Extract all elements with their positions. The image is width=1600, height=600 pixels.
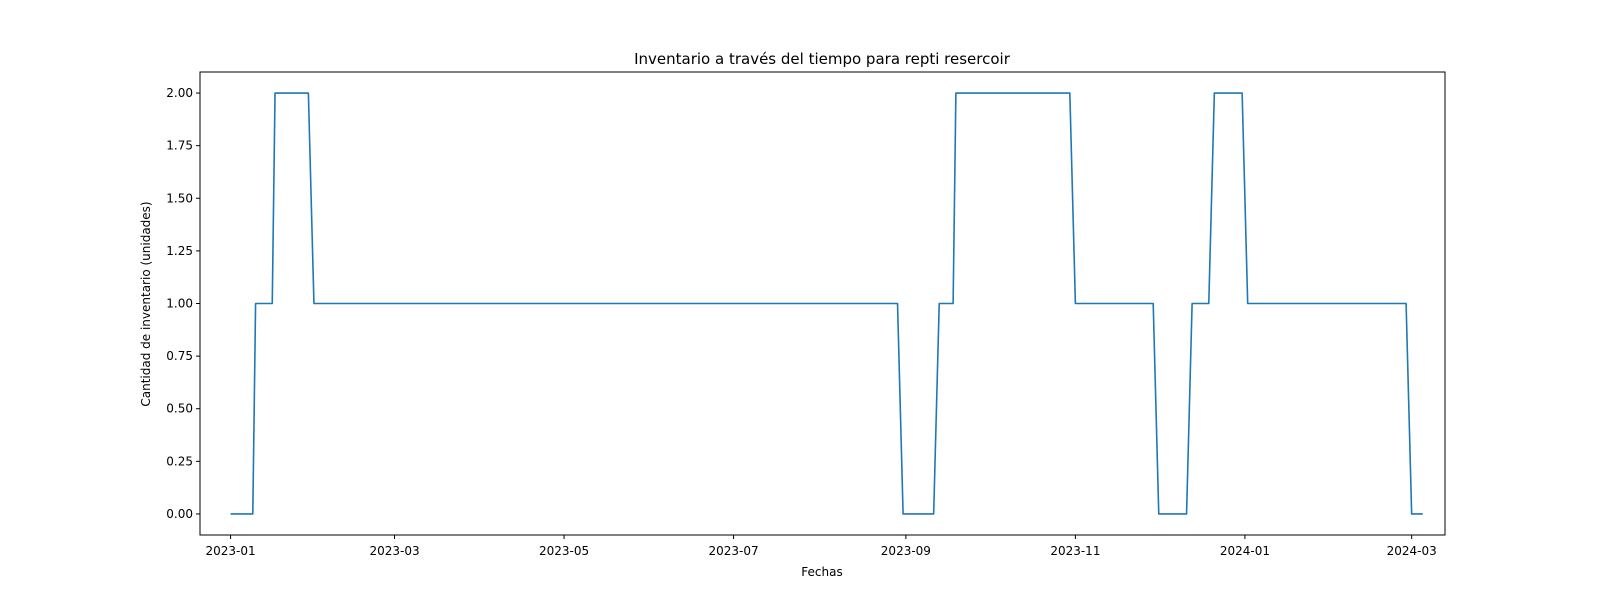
plot-area xyxy=(230,92,1423,515)
x-tick-label: 2023-01 xyxy=(205,544,255,558)
x-tick-label: 2024-03 xyxy=(1387,544,1437,558)
x-tick-label: 2023-07 xyxy=(709,544,759,558)
y-tick-label: 1.75 xyxy=(166,139,193,153)
y-tick-label: 1.00 xyxy=(166,297,193,311)
x-axis-title: Fechas xyxy=(801,565,842,579)
y-tick-label: 0.00 xyxy=(166,507,193,521)
x-tick-label: 2023-11 xyxy=(1050,544,1100,558)
y-tick-label: 0.75 xyxy=(166,349,193,363)
x-axis: 2023-01 2023-03 2023-05 2023-07 2023-09 2023-… xyxy=(205,535,1437,558)
y-axis: 0.00 0.25 0.50 0.75 1.00 1.25 1.50 1.75 2.00 xyxy=(166,86,200,521)
x-tick-label: 2023-09 xyxy=(881,544,931,558)
y-tick-label: 0.25 xyxy=(166,454,193,468)
y-tick-label: 1.25 xyxy=(166,244,193,258)
y-tick-label: 1.50 xyxy=(166,191,193,205)
x-tick-label: 2023-05 xyxy=(539,544,589,558)
y-axis-title: Cantidad de inventario (unidades) xyxy=(139,201,153,406)
axes-frame xyxy=(199,71,1446,536)
chart-title: Inventario a través del tiempo para rept… xyxy=(634,50,1011,68)
y-tick-label: 0.50 xyxy=(166,402,193,416)
x-tick-label: 2023-03 xyxy=(369,544,419,558)
y-tick-label: 2.00 xyxy=(166,86,193,100)
series-line-0 xyxy=(230,92,1423,515)
x-tick-label: 2024-01 xyxy=(1220,544,1270,558)
